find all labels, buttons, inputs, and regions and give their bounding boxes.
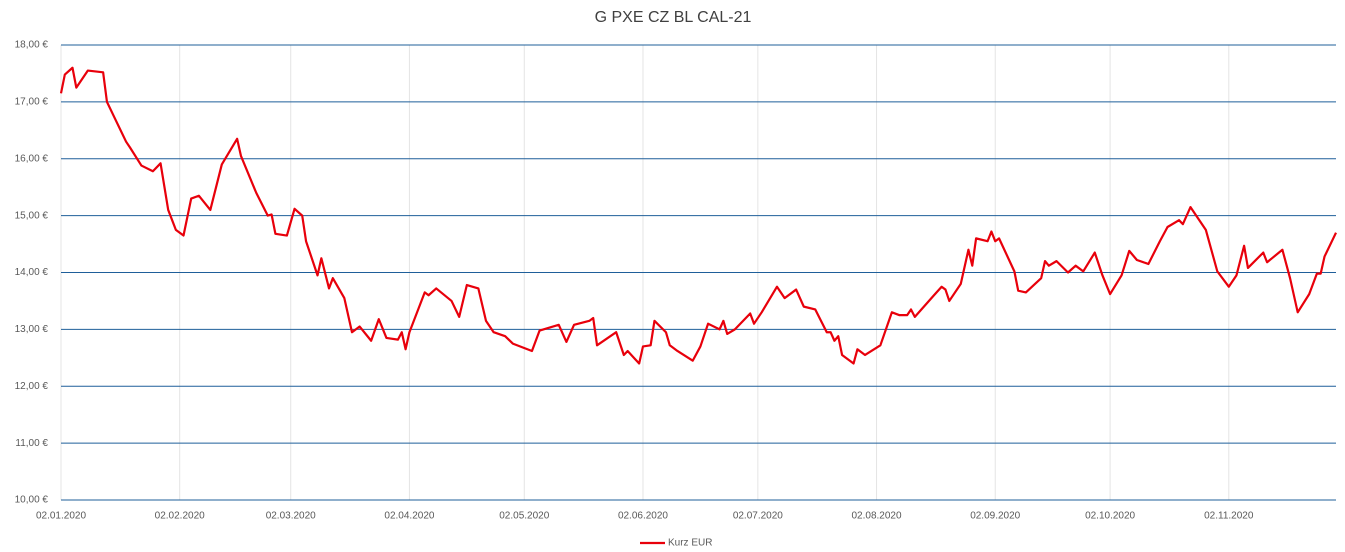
x-tick-label: 02.08.2020 [852, 511, 902, 522]
y-tick-label: 18,00 € [15, 40, 49, 51]
x-tick-label: 02.02.2020 [155, 511, 205, 522]
y-tick-label: 15,00 € [15, 210, 49, 221]
y-tick-label: 16,00 € [15, 153, 49, 164]
y-tick-label: 13,00 € [15, 324, 49, 335]
x-tick-label: 02.11.2020 [1204, 511, 1254, 522]
x-tick-label: 02.07.2020 [733, 511, 783, 522]
x-tick-label: 02.10.2020 [1085, 511, 1135, 522]
x-tick-label: 02.09.2020 [970, 511, 1020, 522]
y-tick-label: 17,00 € [15, 97, 49, 108]
legend-label: Kurz EUR [668, 538, 712, 549]
y-tick-label: 14,00 € [15, 267, 49, 278]
y-tick-label: 12,00 € [15, 381, 49, 392]
x-tick-label: 02.05.2020 [499, 511, 549, 522]
x-tick-label: 02.04.2020 [384, 511, 434, 522]
x-tick-label: 02.06.2020 [618, 511, 668, 522]
y-tick-label: 10,00 € [15, 495, 49, 506]
chart-title: G PXE CZ BL CAL-21 [595, 9, 752, 26]
x-tick-label: 02.03.2020 [266, 511, 316, 522]
y-tick-label: 11,00 € [15, 438, 48, 449]
x-tick-label: 02.01.2020 [36, 511, 86, 522]
data-line [59, 66, 1337, 365]
